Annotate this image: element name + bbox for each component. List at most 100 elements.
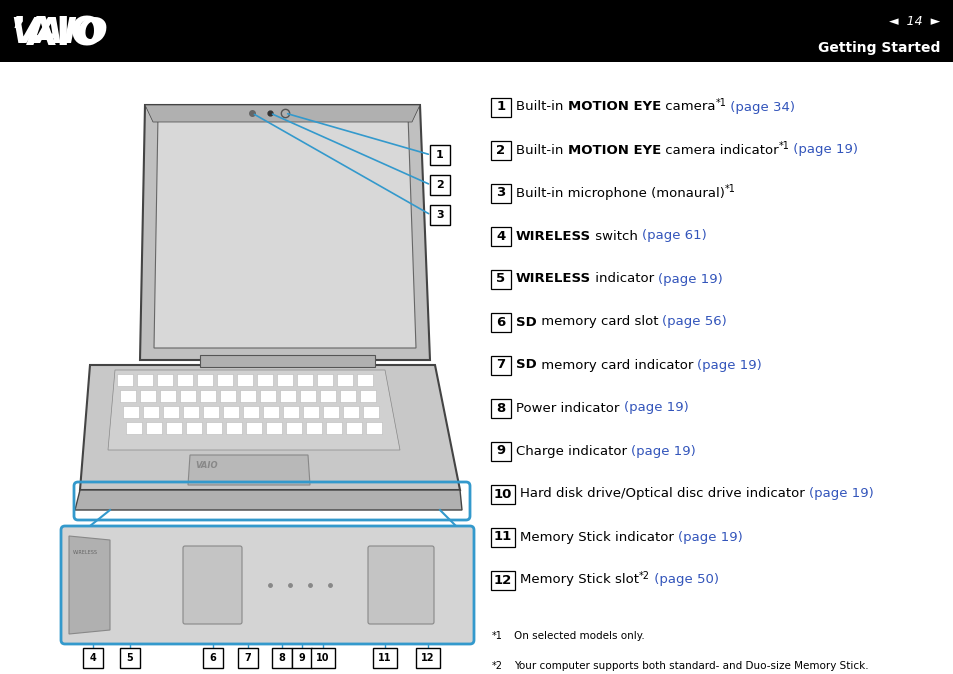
Text: 2: 2 bbox=[496, 144, 505, 156]
FancyBboxPatch shape bbox=[246, 423, 262, 435]
FancyBboxPatch shape bbox=[120, 390, 136, 402]
FancyBboxPatch shape bbox=[257, 375, 274, 386]
FancyBboxPatch shape bbox=[226, 423, 242, 435]
Text: VAIO: VAIO bbox=[10, 16, 108, 49]
FancyBboxPatch shape bbox=[263, 406, 279, 419]
FancyBboxPatch shape bbox=[491, 227, 511, 246]
Text: indicator: indicator bbox=[591, 272, 658, 286]
FancyBboxPatch shape bbox=[306, 423, 322, 435]
Text: (page 34): (page 34) bbox=[725, 100, 795, 113]
FancyBboxPatch shape bbox=[286, 423, 302, 435]
Bar bbox=[0, 0, 953, 62]
FancyBboxPatch shape bbox=[491, 399, 511, 418]
FancyBboxPatch shape bbox=[491, 270, 511, 289]
FancyBboxPatch shape bbox=[320, 390, 336, 402]
FancyBboxPatch shape bbox=[127, 423, 142, 435]
Text: WIRELESS: WIRELESS bbox=[73, 550, 98, 555]
Polygon shape bbox=[69, 536, 110, 634]
FancyBboxPatch shape bbox=[491, 442, 511, 461]
FancyBboxPatch shape bbox=[147, 423, 162, 435]
Text: WIRELESS: WIRELESS bbox=[516, 272, 591, 286]
FancyBboxPatch shape bbox=[237, 375, 253, 386]
Text: 12: 12 bbox=[494, 574, 512, 586]
FancyBboxPatch shape bbox=[292, 648, 312, 668]
Text: ’AIO: ’AIO bbox=[12, 15, 105, 53]
FancyBboxPatch shape bbox=[140, 390, 156, 402]
FancyBboxPatch shape bbox=[491, 528, 515, 547]
Text: (page 19): (page 19) bbox=[631, 444, 696, 458]
FancyBboxPatch shape bbox=[272, 648, 292, 668]
Polygon shape bbox=[140, 105, 430, 360]
FancyBboxPatch shape bbox=[137, 375, 153, 386]
Text: (page 50): (page 50) bbox=[649, 574, 719, 586]
Text: *1: *1 bbox=[492, 631, 502, 641]
FancyBboxPatch shape bbox=[217, 375, 233, 386]
FancyBboxPatch shape bbox=[83, 648, 103, 668]
Text: MOTION EYE: MOTION EYE bbox=[567, 100, 660, 113]
FancyBboxPatch shape bbox=[430, 205, 450, 225]
Text: (page 19): (page 19) bbox=[697, 359, 761, 371]
Bar bbox=[200, 355, 375, 367]
Text: Power indicator: Power indicator bbox=[516, 402, 623, 415]
FancyBboxPatch shape bbox=[491, 485, 515, 504]
FancyBboxPatch shape bbox=[220, 390, 236, 402]
FancyBboxPatch shape bbox=[223, 406, 239, 419]
Polygon shape bbox=[80, 365, 459, 490]
Text: Built-in microphone (monaural): Built-in microphone (monaural) bbox=[516, 187, 724, 200]
FancyBboxPatch shape bbox=[61, 526, 474, 644]
FancyBboxPatch shape bbox=[240, 390, 256, 402]
FancyBboxPatch shape bbox=[260, 390, 276, 402]
FancyBboxPatch shape bbox=[280, 390, 296, 402]
Text: 8: 8 bbox=[278, 653, 285, 663]
Text: Built-in: Built-in bbox=[516, 100, 567, 113]
FancyBboxPatch shape bbox=[163, 406, 179, 419]
Text: *1: *1 bbox=[715, 98, 725, 108]
Text: (page 56): (page 56) bbox=[661, 315, 726, 328]
Text: Getting Started: Getting Started bbox=[817, 41, 939, 55]
Text: *2: *2 bbox=[639, 571, 649, 581]
Text: 12: 12 bbox=[421, 653, 435, 663]
Polygon shape bbox=[145, 105, 419, 122]
FancyBboxPatch shape bbox=[177, 375, 193, 386]
FancyBboxPatch shape bbox=[491, 313, 511, 332]
Text: camera: camera bbox=[660, 100, 715, 113]
FancyBboxPatch shape bbox=[346, 423, 362, 435]
FancyBboxPatch shape bbox=[266, 423, 282, 435]
Text: 11: 11 bbox=[377, 653, 392, 663]
Text: 9: 9 bbox=[298, 653, 305, 663]
Text: 10: 10 bbox=[315, 653, 330, 663]
Text: *1: *1 bbox=[778, 141, 788, 151]
Text: (page 19): (page 19) bbox=[788, 144, 858, 156]
FancyBboxPatch shape bbox=[317, 375, 334, 386]
FancyBboxPatch shape bbox=[360, 390, 376, 402]
Text: 1: 1 bbox=[436, 150, 443, 160]
Polygon shape bbox=[188, 455, 310, 485]
Text: On selected models only.: On selected models only. bbox=[514, 631, 644, 641]
FancyBboxPatch shape bbox=[326, 423, 342, 435]
FancyBboxPatch shape bbox=[200, 390, 216, 402]
FancyBboxPatch shape bbox=[368, 546, 434, 624]
Text: 6: 6 bbox=[210, 653, 216, 663]
Text: 1: 1 bbox=[496, 100, 505, 113]
FancyBboxPatch shape bbox=[283, 406, 299, 419]
Text: Memory Stick slot: Memory Stick slot bbox=[519, 574, 639, 586]
Text: 7: 7 bbox=[496, 359, 505, 371]
FancyBboxPatch shape bbox=[300, 390, 316, 402]
Text: 10: 10 bbox=[494, 487, 512, 501]
Text: VAIO: VAIO bbox=[194, 460, 217, 470]
Text: 3: 3 bbox=[496, 187, 505, 200]
FancyBboxPatch shape bbox=[183, 406, 199, 419]
FancyBboxPatch shape bbox=[186, 423, 202, 435]
Text: 5: 5 bbox=[127, 653, 133, 663]
Text: Built-in: Built-in bbox=[516, 144, 567, 156]
FancyBboxPatch shape bbox=[203, 648, 223, 668]
Text: 8: 8 bbox=[496, 402, 505, 415]
FancyBboxPatch shape bbox=[491, 356, 511, 375]
FancyBboxPatch shape bbox=[206, 423, 222, 435]
FancyBboxPatch shape bbox=[323, 406, 339, 419]
FancyBboxPatch shape bbox=[340, 390, 356, 402]
Text: (page 19): (page 19) bbox=[808, 487, 873, 501]
FancyBboxPatch shape bbox=[197, 375, 213, 386]
Text: WIRELESS: WIRELESS bbox=[516, 230, 591, 243]
Polygon shape bbox=[153, 115, 416, 348]
